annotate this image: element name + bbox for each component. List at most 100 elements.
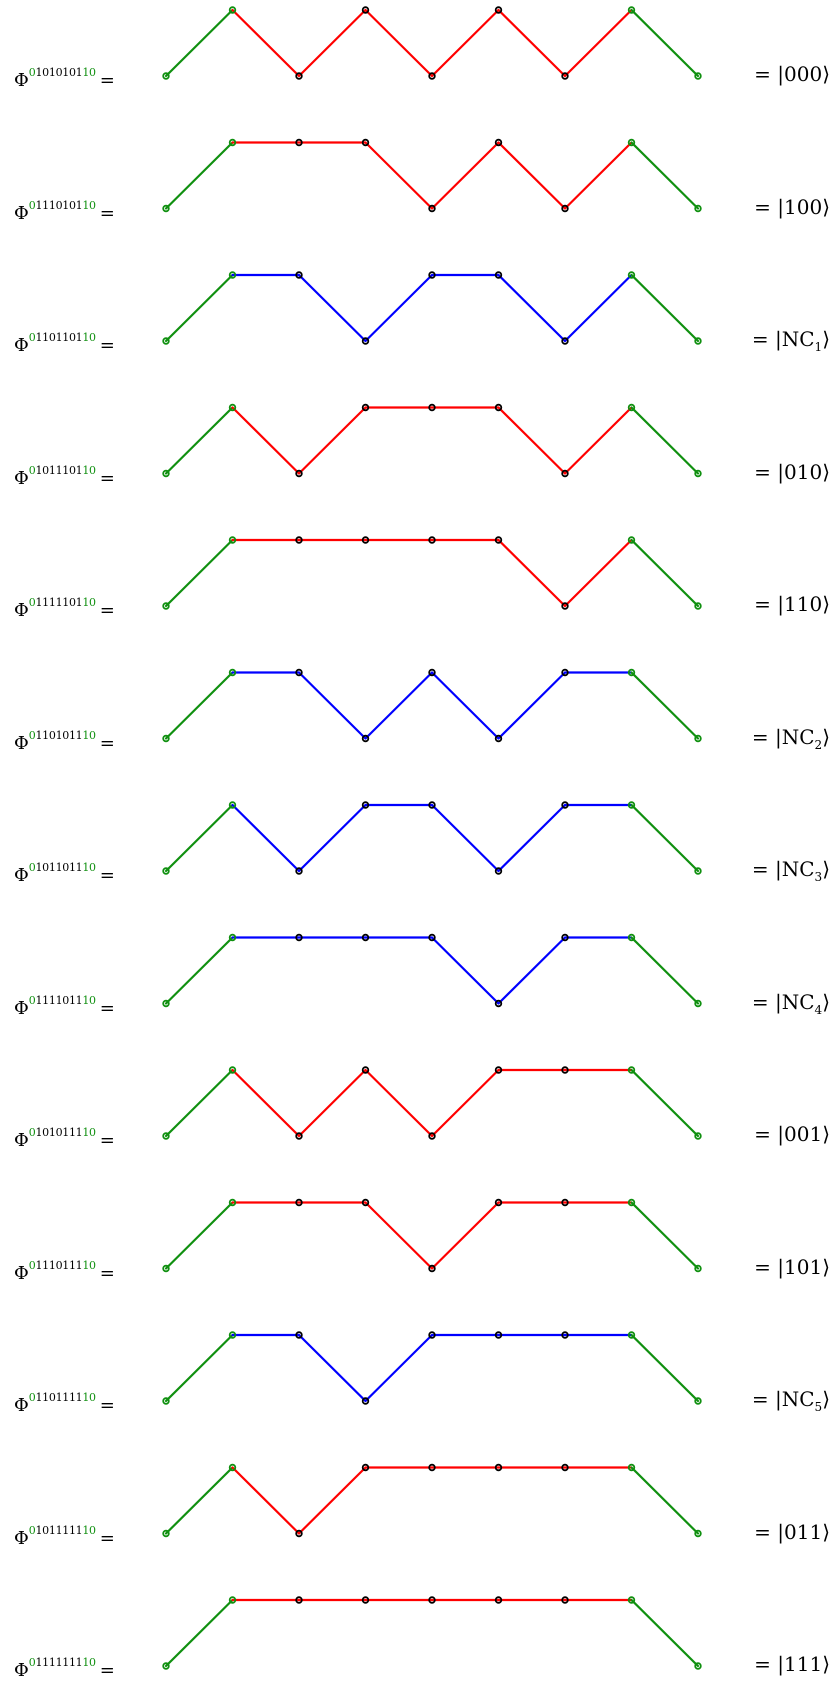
boundary-segment	[164, 803, 234, 873]
phi-label-6: Φ0110101110 =	[14, 729, 115, 754]
boundary-segment	[630, 273, 700, 343]
superscript-prefix: 0	[28, 331, 36, 344]
path-segment	[563, 406, 633, 475]
path-segment	[297, 671, 367, 740]
boundary-vertex	[228, 6, 237, 14]
boundary-vertex	[228, 1463, 237, 1472]
phi-symbol: Φ	[14, 600, 29, 621]
phi-superscript: 0101110110	[29, 464, 96, 477]
path-segment	[297, 406, 367, 475]
boundary-vertex	[228, 138, 237, 147]
superscript-prefix: 0	[28, 1391, 36, 1404]
vertex	[561, 469, 569, 478]
equals-sign: =	[99, 1262, 115, 1284]
vertex	[561, 72, 569, 80]
superscript-middle: 1010101	[35, 66, 83, 79]
vertex	[494, 1331, 503, 1339]
boundary-vertex	[162, 1397, 170, 1405]
vertex	[428, 403, 436, 412]
phi-symbol: Φ	[14, 1130, 29, 1151]
equals-sign: =	[754, 1519, 778, 1544]
ket-subscript: 2	[814, 737, 823, 752]
superscript-prefix: 0	[28, 463, 36, 477]
vertex	[561, 1066, 569, 1074]
vertex	[295, 1331, 303, 1339]
path-segment	[497, 141, 567, 210]
vertex	[361, 6, 370, 14]
superscript-suffix: 10	[82, 993, 96, 1007]
vertex	[494, 1066, 503, 1074]
equals-sign: =	[751, 1387, 775, 1411]
vertex	[295, 138, 303, 147]
vertex	[428, 801, 436, 809]
boundary-vertex	[694, 999, 702, 1008]
phi-superscript: 0110110110	[29, 331, 96, 344]
phi-label-12: Φ0101111110 =	[14, 1524, 115, 1549]
path-segment	[297, 1333, 367, 1403]
vertex	[295, 72, 303, 80]
phi-label-4: Φ0101110110 =	[14, 464, 115, 489]
superscript-prefix: 0	[28, 1258, 36, 1272]
path-segment	[297, 803, 367, 873]
boundary-segment	[630, 1201, 700, 1270]
boundary-segment	[164, 1466, 234, 1535]
path-segment	[231, 1466, 301, 1535]
phi-symbol: Φ	[14, 865, 29, 886]
boundary-vertex	[627, 6, 636, 14]
boundary-vertex	[162, 734, 170, 743]
vertex	[295, 536, 303, 544]
path-segment	[231, 8, 301, 78]
vertex	[295, 867, 303, 875]
phi-superscript: 0101111110	[29, 1524, 96, 1537]
vertex	[561, 668, 569, 677]
phi-superscript: 0101101110	[29, 861, 96, 874]
vertex	[561, 1596, 569, 1604]
superscript-middle: 1111111	[35, 1656, 83, 1669]
boundary-segment	[630, 1068, 700, 1138]
ket-state: |110⟩	[777, 592, 830, 616]
equals-sign: =	[99, 997, 115, 1019]
boundary-segment	[164, 936, 234, 1005]
superscript-middle: 1111101	[35, 596, 83, 609]
ket-subscript: 4	[814, 1002, 823, 1017]
boundary-vertex	[627, 1463, 636, 1472]
boundary-vertex	[694, 1529, 702, 1538]
boundary-vertex	[162, 867, 170, 875]
superscript-middle: 1011101	[35, 463, 83, 477]
equals-sign: =	[754, 1652, 778, 1676]
boundary-vertex	[162, 602, 170, 610]
boundary-vertex	[694, 469, 702, 478]
ket-label-3: = |NC1⟩	[752, 327, 830, 354]
path-segment	[231, 406, 301, 475]
ket-label-6: = |NC2⟩	[752, 725, 830, 752]
vertex	[295, 1132, 303, 1140]
boundary-segment	[630, 1466, 700, 1535]
vertex	[361, 138, 370, 147]
vertex	[494, 138, 503, 147]
boundary-segment	[164, 1333, 234, 1403]
boundary-segment	[164, 1598, 234, 1668]
vertex	[428, 1596, 436, 1604]
phi-symbol: Φ	[14, 732, 29, 754]
equals-sign: =	[99, 1130, 115, 1151]
path-segment	[364, 1201, 434, 1270]
vertex	[428, 204, 436, 213]
equals-sign: =	[99, 335, 115, 356]
ket-label-1: = |000⟩	[754, 62, 830, 86]
boundary-vertex	[627, 1596, 636, 1604]
path-row-9	[162, 1066, 702, 1140]
boundary-vertex	[627, 536, 636, 544]
phi-symbol: Φ	[14, 1660, 29, 1681]
boundary-vertex	[694, 72, 702, 80]
ket-close: ⟩	[822, 857, 830, 881]
vertex	[494, 999, 503, 1008]
ket-state: |001⟩	[777, 1122, 830, 1146]
phi-label-3: Φ0110110110 =	[14, 331, 115, 356]
superscript-middle: 1111011	[35, 993, 83, 1007]
path-row-1	[162, 6, 702, 80]
path-segment	[364, 671, 434, 740]
path-segment	[430, 1068, 500, 1138]
path-row-5	[162, 536, 702, 610]
superscript-middle: 1011011	[35, 861, 83, 874]
boundary-vertex	[228, 668, 237, 677]
